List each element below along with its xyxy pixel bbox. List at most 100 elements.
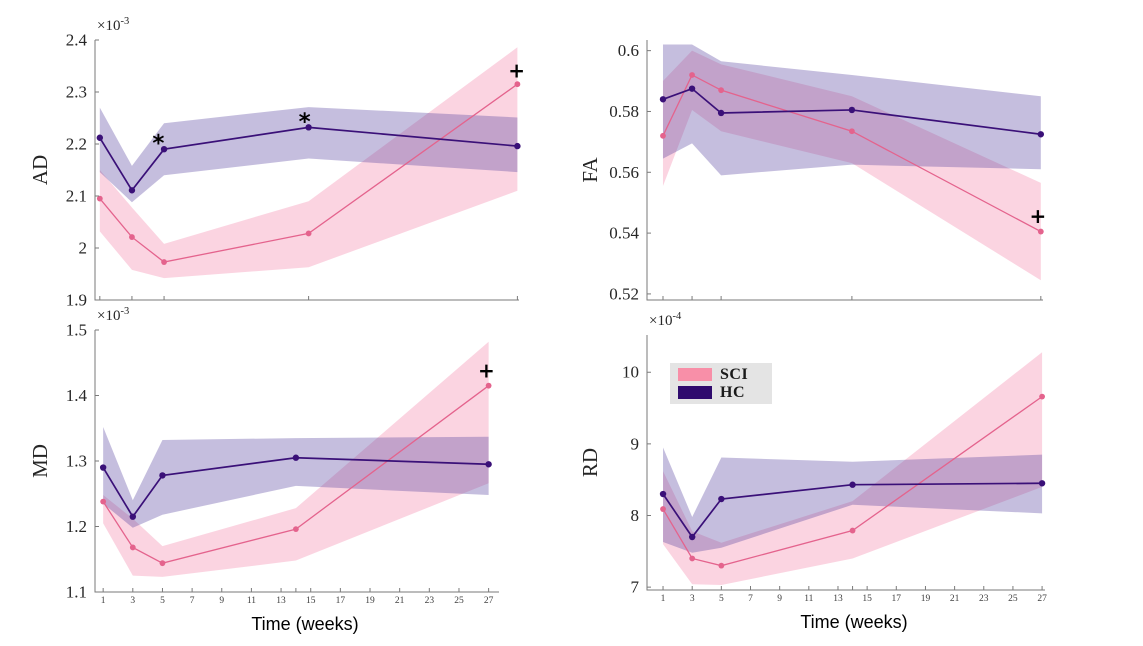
hc-marker — [128, 187, 136, 194]
legend-swatch-hc-icon — [678, 386, 712, 399]
y-tick-label: 8 — [631, 506, 640, 525]
y-tick-label: 2.4 — [66, 31, 88, 50]
hc-marker — [1037, 131, 1045, 138]
y-tick-label: 10 — [622, 363, 639, 382]
hc-marker — [96, 134, 104, 141]
hc-band — [663, 447, 1043, 553]
y-tick-label: 0.52 — [609, 284, 639, 303]
sci-marker — [159, 560, 166, 567]
y-axis-label: AD — [28, 155, 52, 185]
hc-marker — [159, 472, 166, 479]
x-tick-label: 19 — [921, 594, 931, 604]
y-tick-label: 1.1 — [66, 583, 87, 602]
hc-marker — [129, 513, 137, 520]
sci-marker — [129, 234, 135, 240]
y-axis-label: RD — [578, 448, 602, 477]
sci-marker — [849, 128, 855, 135]
y-tick-label: 0.58 — [609, 102, 639, 121]
legend-item-sci: SCI — [678, 366, 772, 383]
significance-marker-plus: + — [508, 59, 525, 83]
y-tick-label: 1.2 — [66, 517, 87, 536]
y-axis-label: FA — [578, 157, 602, 183]
axis-spines — [646, 40, 1043, 301]
hc-band — [103, 426, 489, 528]
y-tick-label: 2 — [79, 239, 88, 258]
hc-marker — [292, 454, 300, 461]
sci-band — [103, 341, 489, 577]
x-tick-label: 7 — [190, 596, 195, 606]
x-tick-label: 23 — [979, 594, 989, 604]
x-axis-label: Time (weeks) — [800, 612, 907, 632]
x-tick-label: 23 — [425, 596, 435, 606]
sci-marker — [1037, 228, 1044, 235]
legend-swatch-sci-icon — [678, 368, 712, 381]
x-tick-label: 5 — [719, 594, 724, 604]
y-tick-label: 7 — [631, 578, 640, 597]
significance-marker-plus: + — [1030, 204, 1047, 228]
x-tick-label: 3 — [690, 594, 695, 604]
x-tick-label: 13 — [833, 594, 843, 604]
hc-marker — [305, 124, 312, 131]
sci-band — [663, 352, 1043, 585]
hc-marker — [1038, 480, 1046, 487]
y-tick-label: 0.6 — [618, 41, 639, 60]
sci-marker — [305, 230, 312, 237]
y-axis-label: MD — [28, 444, 52, 478]
x-tick-label: 17 — [892, 594, 902, 604]
x-tick-label: 9 — [219, 596, 224, 606]
significance-marker-asterisk: * — [299, 109, 311, 135]
y-tick-label: 2.1 — [66, 187, 87, 206]
x-tick-label: 25 — [454, 596, 464, 606]
hc-marker — [717, 109, 725, 117]
y-scale-label: ×10-3 — [97, 16, 129, 34]
hc-band — [99, 107, 518, 203]
hc-marker — [688, 533, 696, 541]
legend-label-sci: SCI — [720, 366, 749, 383]
x-tick-label: 27 — [1037, 594, 1047, 604]
sci-marker — [718, 87, 725, 94]
x-tick-label: 21 — [395, 596, 405, 606]
y-tick-label: 1.4 — [66, 386, 88, 405]
x-tick-label: 9 — [777, 594, 782, 604]
sci-marker — [485, 382, 492, 389]
hc-marker — [659, 96, 667, 103]
x-tick-label: 15 — [862, 594, 872, 604]
y-tick-label: 2.3 — [66, 83, 87, 102]
x-tick-label: 5 — [160, 596, 165, 606]
y-tick-label: 1.9 — [66, 291, 87, 310]
sci-marker — [1039, 393, 1045, 400]
significance-marker-asterisk: * — [152, 131, 164, 157]
hc-marker — [514, 142, 521, 150]
x-tick-label: 1 — [101, 596, 106, 606]
sci-marker — [660, 132, 666, 139]
sci-band — [662, 50, 1041, 281]
panel-FA: 0.52 0.54 0.56 0.58 0.6 FA + — [578, 40, 1046, 303]
sci-marker — [718, 562, 725, 569]
x-tick-label: 19 — [365, 596, 375, 606]
sci-marker — [292, 526, 299, 533]
x-tick-label: 7 — [748, 594, 753, 604]
hc-marker — [99, 464, 107, 471]
hc-marker — [659, 490, 667, 498]
x-tick-label: 15 — [306, 596, 316, 606]
sci-marker — [849, 527, 856, 534]
hc-marker — [849, 481, 856, 488]
x-tick-label: 17 — [336, 596, 346, 606]
legend-item-hc: HC — [678, 385, 772, 401]
hc-marker — [160, 146, 168, 153]
y-tick-label: 9 — [631, 434, 640, 453]
y-scale-label: ×10-3 — [97, 306, 129, 324]
x-tick-label: 25 — [1008, 594, 1018, 604]
x-tick-label: 1 — [661, 594, 666, 604]
hc-marker — [688, 85, 696, 92]
sci-band — [99, 47, 518, 279]
x-tick-label: 11 — [804, 594, 813, 604]
panel-AD: 1.9 2 2.1 2.2 2.3 2.4 AD ×10-3 * * + — [28, 16, 525, 310]
x-tick-label: 27 — [484, 596, 494, 606]
legend: SCI HC — [670, 363, 772, 404]
y-tick-label: 0.54 — [609, 224, 639, 243]
x-axis-label: Time (weeks) — [251, 614, 358, 634]
y-tick-label: 1.5 — [66, 321, 87, 340]
x-tick-label: 3 — [130, 596, 135, 606]
